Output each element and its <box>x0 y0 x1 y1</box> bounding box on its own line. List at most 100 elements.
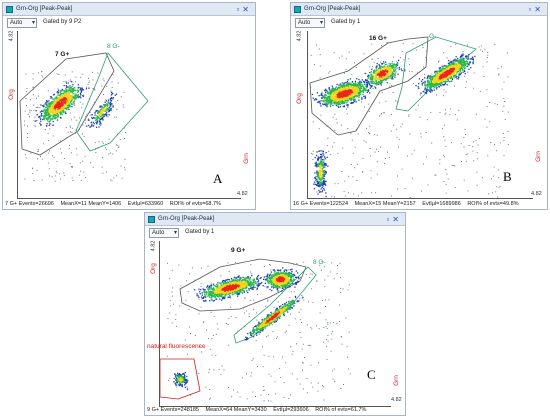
event-dot <box>446 77 448 79</box>
event-dot <box>67 105 69 107</box>
event-dot <box>94 89 96 91</box>
event-dot <box>437 83 440 86</box>
close-icon[interactable]: ✕ <box>392 215 402 224</box>
event-dot <box>66 97 69 99</box>
event-dot <box>328 99 330 102</box>
restore-icon[interactable]: ▫ <box>528 5 535 14</box>
panel-b-titlebar[interactable]: Grn-Org [Peak-Peak] ▫✕ <box>291 3 547 16</box>
event-dot <box>369 92 371 94</box>
event-dot <box>45 108 47 111</box>
event-dot <box>323 99 325 102</box>
event-dot <box>86 115 88 117</box>
panel-a-scale-dropdown[interactable]: Auto ▾ <box>7 18 37 28</box>
event-dot <box>52 111 54 113</box>
event-dot <box>460 64 462 66</box>
event-dot <box>368 132 370 134</box>
event-dot <box>52 102 54 104</box>
event-dot <box>379 82 381 84</box>
event-dot <box>49 150 50 152</box>
event-dot <box>61 113 64 115</box>
event-dot <box>85 86 87 88</box>
event-dot <box>54 180 56 182</box>
event-dot <box>60 102 63 104</box>
panel-c-plot[interactable] <box>159 241 391 407</box>
event-dot <box>384 73 387 75</box>
event-dot <box>371 76 373 78</box>
event-dot <box>357 84 359 86</box>
event-dot <box>322 96 324 98</box>
event-dot <box>493 166 495 168</box>
close-icon[interactable]: ✕ <box>242 5 252 14</box>
event-dot <box>362 157 364 159</box>
panel-b-plot[interactable] <box>307 31 533 199</box>
event-dot <box>356 90 358 93</box>
event-dot <box>357 93 359 95</box>
event-dot <box>438 76 441 78</box>
event-dot <box>96 115 98 117</box>
event-dot <box>66 108 68 111</box>
event-dot <box>90 125 92 128</box>
event-dot <box>422 44 424 46</box>
event-dot <box>322 150 325 153</box>
event-dot <box>424 88 426 90</box>
event-dot <box>108 114 110 116</box>
event-dot <box>68 87 70 89</box>
event-dot <box>343 88 345 90</box>
event-dot <box>415 109 417 111</box>
close-icon[interactable]: ✕ <box>534 5 544 14</box>
panel-a-plot[interactable] <box>17 31 241 199</box>
event-dot <box>368 131 370 133</box>
event-dot <box>463 59 465 61</box>
event-dot <box>365 87 368 89</box>
event-dot <box>349 83 351 85</box>
event-dot <box>315 98 317 100</box>
event-dot <box>198 298 200 300</box>
event-dot <box>374 86 376 88</box>
event-dot <box>355 90 357 93</box>
event-dot <box>324 97 326 99</box>
event-dot <box>346 102 348 104</box>
event-dot <box>63 111 65 113</box>
event-dot <box>33 109 35 111</box>
event-dot <box>294 318 296 320</box>
event-dot <box>431 82 433 85</box>
panel-c-scale-dropdown[interactable]: Auto ▾ <box>149 228 179 238</box>
event-dot <box>444 76 446 78</box>
event-dot <box>379 73 381 76</box>
event-dot <box>374 151 376 153</box>
restore-icon[interactable]: ▫ <box>236 5 243 14</box>
event-dot <box>105 100 107 102</box>
event-dot <box>67 101 69 103</box>
event-dot <box>359 80 361 82</box>
event-dot <box>54 100 56 102</box>
event-dot <box>392 72 394 74</box>
event-dot <box>451 61 453 63</box>
event-dot <box>109 152 111 154</box>
restore-icon[interactable]: ▫ <box>386 215 393 224</box>
event-dot <box>321 174 324 176</box>
event-dot <box>55 99 57 101</box>
event-dot <box>380 69 382 71</box>
panel-a-titlebar[interactable]: Grn-Org [Peak-Peak] ▫✕ <box>3 3 255 16</box>
event-dot <box>430 75 432 77</box>
event-dot <box>325 164 327 166</box>
event-dot <box>67 102 69 104</box>
event-dot <box>334 88 336 90</box>
event-dot <box>322 167 325 169</box>
event-dot <box>321 169 323 171</box>
event-dot <box>437 74 439 76</box>
panel-c-scatter <box>160 258 351 402</box>
event-dot <box>57 100 59 103</box>
panel-b-scale-dropdown[interactable]: Auto ▾ <box>295 18 325 28</box>
event-dot <box>383 65 385 67</box>
panel-c-titlebar[interactable]: Grn-Org [Peak-Peak] ▫✕ <box>145 213 405 226</box>
event-dot <box>334 99 337 101</box>
event-dot <box>80 170 82 172</box>
event-dot <box>215 333 217 335</box>
event-dot <box>63 89 65 91</box>
event-dot <box>487 52 489 53</box>
event-dot <box>256 312 257 314</box>
event-dot <box>455 64 457 67</box>
event-dot <box>337 103 339 105</box>
event-dot <box>397 175 398 177</box>
